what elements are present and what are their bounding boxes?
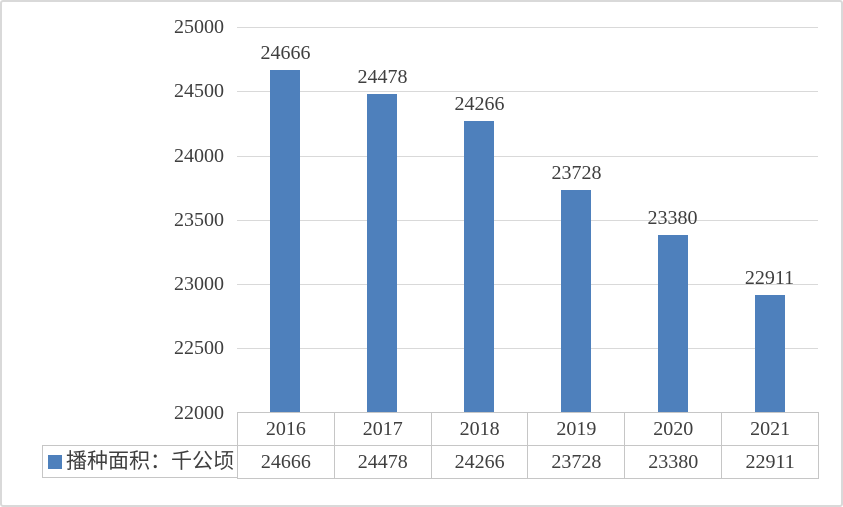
gridline xyxy=(237,348,818,349)
gridline xyxy=(237,27,818,28)
year-cell: 2019 xyxy=(527,412,626,446)
value-cell: 24266 xyxy=(430,445,529,479)
year-cell: 2016 xyxy=(237,412,335,446)
y-axis-tick-label: 24500 xyxy=(174,80,224,102)
legend-label: 播种面积：千公顷 xyxy=(66,449,234,473)
gridline xyxy=(237,91,818,92)
bar-value-label: 22911 xyxy=(744,267,795,289)
year-cell: 2020 xyxy=(624,412,723,446)
gridline xyxy=(237,220,818,221)
data-table: 2016 2017 2018 2019 2020 2021 24666 24478 24266… xyxy=(237,412,819,479)
y-axis-tick-label: 24000 xyxy=(174,145,224,167)
bar-value-label: 24666 xyxy=(260,42,311,64)
bar-2017 xyxy=(367,94,397,412)
bar-2018 xyxy=(464,121,494,412)
year-cell: 2021 xyxy=(721,412,819,446)
year-cell: 2017 xyxy=(333,412,432,446)
value-cell: 22911 xyxy=(721,445,819,479)
bar-value-label: 23728 xyxy=(551,162,602,184)
y-axis-tick-label: 22500 xyxy=(174,337,224,359)
value-cell: 23380 xyxy=(624,445,723,479)
y-axis-tick-label: 25000 xyxy=(174,16,224,38)
gridline xyxy=(237,284,818,285)
y-axis-tick-label: 23000 xyxy=(174,273,224,295)
bar-2020 xyxy=(658,235,688,412)
bar-2016 xyxy=(270,70,300,413)
bar-2021 xyxy=(755,295,785,412)
y-axis-tick-label: 22000 xyxy=(174,402,224,424)
legend-swatch-icon xyxy=(48,454,62,469)
bar-value-label: 24266 xyxy=(454,93,505,115)
bar-2019 xyxy=(561,190,591,412)
bar-value-label: 24478 xyxy=(357,66,408,88)
y-axis-tick-label: 23500 xyxy=(174,209,224,231)
value-cell: 23728 xyxy=(527,445,626,479)
year-cell: 2018 xyxy=(430,412,529,446)
gridline xyxy=(237,156,818,157)
data-table-value-row: 24666 24478 24266 23728 23380 22911 xyxy=(237,445,819,479)
value-cell: 24666 xyxy=(237,445,335,479)
bar-value-label: 23380 xyxy=(647,207,698,229)
data-table-year-row: 2016 2017 2018 2019 2020 2021 xyxy=(237,412,819,446)
legend-key: 播种面积：千公顷 xyxy=(42,445,238,478)
value-cell: 24478 xyxy=(333,445,432,479)
